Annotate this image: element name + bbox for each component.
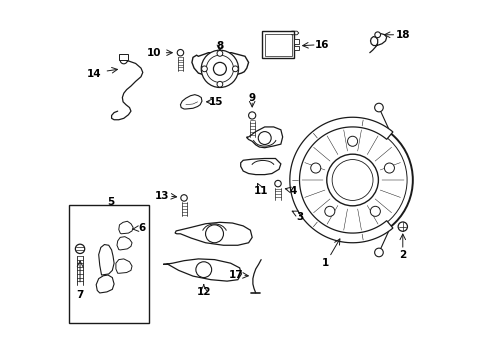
Text: 6: 6 — [138, 224, 146, 233]
Text: 18: 18 — [395, 30, 410, 40]
Text: 5: 5 — [107, 197, 114, 207]
Text: 2: 2 — [399, 249, 406, 260]
Polygon shape — [247, 127, 283, 148]
Circle shape — [177, 49, 184, 56]
Polygon shape — [117, 237, 132, 250]
Circle shape — [75, 244, 85, 253]
Text: 13: 13 — [155, 191, 170, 201]
Bar — [265, 34, 292, 55]
Circle shape — [258, 132, 271, 144]
Bar — [294, 40, 299, 44]
Polygon shape — [290, 117, 393, 243]
Text: 12: 12 — [196, 287, 211, 297]
Circle shape — [398, 222, 408, 231]
Polygon shape — [119, 221, 133, 234]
Circle shape — [248, 112, 256, 119]
Circle shape — [232, 66, 238, 72]
Circle shape — [120, 57, 127, 64]
Bar — [262, 31, 294, 58]
Circle shape — [325, 206, 335, 216]
Circle shape — [347, 136, 358, 146]
Circle shape — [311, 163, 321, 173]
Circle shape — [293, 120, 413, 240]
Text: 10: 10 — [147, 48, 162, 58]
Circle shape — [375, 32, 381, 38]
Text: 4: 4 — [289, 186, 296, 196]
Circle shape — [327, 154, 378, 206]
Circle shape — [217, 81, 223, 87]
Text: 11: 11 — [254, 186, 269, 197]
Circle shape — [201, 66, 207, 72]
Text: 17: 17 — [229, 270, 244, 280]
Polygon shape — [98, 244, 114, 275]
Circle shape — [275, 180, 281, 187]
Polygon shape — [175, 222, 252, 245]
Polygon shape — [241, 158, 281, 175]
Polygon shape — [116, 259, 132, 273]
Circle shape — [384, 163, 394, 173]
Circle shape — [214, 62, 226, 75]
Polygon shape — [180, 95, 202, 109]
Circle shape — [196, 262, 212, 278]
Circle shape — [217, 50, 223, 56]
Text: 14: 14 — [86, 69, 101, 79]
Circle shape — [370, 206, 380, 216]
Bar — [294, 46, 299, 50]
Polygon shape — [163, 259, 242, 281]
Circle shape — [205, 225, 223, 243]
Text: 7: 7 — [76, 291, 84, 301]
Polygon shape — [96, 275, 114, 293]
Text: 3: 3 — [296, 212, 303, 221]
Circle shape — [375, 103, 383, 112]
Text: 1: 1 — [321, 258, 329, 268]
Text: 15: 15 — [209, 97, 223, 107]
Circle shape — [375, 248, 383, 257]
Text: 8: 8 — [216, 41, 223, 51]
Bar — [120, 54, 128, 60]
Circle shape — [201, 50, 239, 87]
Text: 9: 9 — [248, 93, 256, 103]
Text: 16: 16 — [315, 40, 329, 50]
Bar — [69, 205, 149, 323]
Circle shape — [181, 195, 187, 201]
Polygon shape — [192, 53, 248, 76]
